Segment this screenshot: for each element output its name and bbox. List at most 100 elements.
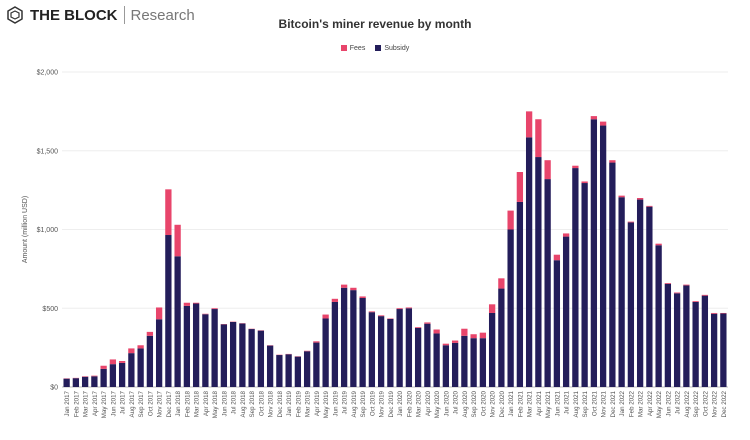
x-tick-label: Jul 2022: [675, 390, 682, 414]
bar-fees: [609, 160, 616, 163]
bar-subsidy: [387, 318, 394, 387]
bar-subsidy: [414, 327, 422, 387]
bar-fees: [350, 287, 357, 291]
legend-item-fees[interactable]: Fees: [340, 45, 365, 52]
bar-subsidy: [461, 335, 468, 387]
bar-subsidy: [618, 197, 625, 387]
bar-fees: [618, 195, 625, 198]
bar-subsidy: [276, 355, 283, 387]
bar-subsidy: [377, 316, 385, 387]
bar-fees: [692, 301, 699, 302]
bar-subsidy: [433, 333, 440, 387]
bar-subsidy: [470, 338, 477, 387]
bar-subsidy: [683, 285, 690, 387]
x-tick-label: Jul 2017: [120, 390, 127, 414]
brand-name: THE BLOCK: [30, 6, 118, 24]
bar-subsidy: [405, 308, 413, 387]
bar-fees: [599, 121, 607, 126]
x-tick-label: Oct 2020: [480, 390, 487, 416]
bar-fees: [470, 334, 477, 339]
bar-subsidy: [720, 313, 727, 387]
x-tick-label: Oct 2017: [147, 390, 154, 416]
bar-fees: [414, 327, 422, 328]
x-tick-label: Jun 2018: [221, 390, 228, 416]
x-tick-label: Jan 2019: [286, 390, 293, 416]
x-tick-label: Jan 2022: [619, 390, 626, 416]
bar-subsidy: [710, 313, 718, 387]
x-tick-label: Feb 2020: [406, 390, 413, 417]
bar-fees: [553, 254, 561, 261]
bar-fees: [165, 189, 172, 236]
x-tick-label: Apr 2021: [536, 390, 543, 416]
bar-subsidy: [146, 335, 154, 387]
bar-fees: [359, 296, 366, 299]
x-tick-label: Nov 2019: [379, 390, 386, 417]
x-tick-label: Jul 2020: [453, 390, 460, 414]
x-tick-label: Jul 2018: [231, 390, 238, 414]
x-tick-label: Oct 2021: [591, 390, 598, 416]
bar-subsidy: [128, 353, 135, 387]
logo-divider: [123, 6, 125, 24]
x-tick-label: Jun 2020: [443, 390, 450, 416]
bar-subsidy: [516, 201, 524, 387]
x-tick-label: Dec 2017: [166, 390, 173, 417]
bar-subsidy: [442, 345, 450, 387]
legend-item-subsidy[interactable]: Subsidy: [375, 45, 409, 52]
bar-fees: [100, 365, 107, 369]
bar-subsidy: [599, 125, 607, 388]
bar-fees: [701, 294, 709, 296]
x-tick-label: Mar 2020: [416, 390, 423, 417]
y-axis-label: Amount (million USD): [22, 196, 29, 263]
bar-fees: [498, 278, 505, 289]
x-tick-label: Oct 2018: [258, 390, 265, 416]
bar-fees: [590, 116, 598, 120]
x-tick-label: Aug 2018: [240, 390, 247, 417]
bar-fees: [479, 332, 487, 339]
bar-subsidy: [646, 206, 653, 387]
bar-subsidy: [636, 199, 644, 387]
bar-subsidy: [331, 301, 339, 387]
x-tick-label: Apr 2019: [314, 390, 321, 416]
bar-fees: [433, 329, 440, 334]
bar-subsidy: [655, 245, 662, 387]
bar-subsidy: [424, 323, 431, 387]
bar-subsidy: [91, 376, 98, 387]
bar-subsidy: [81, 376, 89, 387]
bar-subsidy: [257, 330, 265, 387]
x-tick-label: Aug 2020: [462, 390, 469, 417]
bar-subsidy: [692, 301, 699, 387]
x-tick-label: Aug 2017: [129, 390, 136, 417]
x-tick-label: Oct 2022: [702, 390, 709, 416]
bar-fees: [451, 340, 459, 343]
bar-fees: [525, 111, 533, 138]
bar-subsidy: [562, 236, 570, 387]
bar-subsidy: [664, 283, 672, 387]
x-tick-label: Feb 2022: [628, 390, 635, 417]
bar-subsidy: [340, 287, 348, 387]
x-tick-label: Apr 2018: [203, 390, 210, 416]
bar-fees: [683, 284, 690, 286]
x-tick-label: Nov 2018: [268, 390, 275, 417]
x-tick-label: Dec 2021: [610, 390, 617, 417]
bar-subsidy: [553, 260, 561, 387]
bar-subsidy: [183, 305, 191, 387]
x-tick-label: Jan 2021: [508, 390, 515, 416]
x-tick-label: Mar 2017: [83, 390, 90, 417]
bar-subsidy: [544, 179, 551, 387]
legend-swatch-subsidy: [375, 45, 382, 52]
x-tick-label: May 2022: [656, 390, 663, 418]
bar-subsidy: [609, 162, 616, 387]
bar-subsidy: [322, 318, 329, 387]
bar-subsidy: [396, 309, 403, 387]
bar-subsidy: [350, 290, 357, 387]
x-tick-label: Dec 2018: [277, 390, 284, 417]
bar-subsidy: [627, 222, 635, 387]
bar-subsidy: [498, 288, 505, 387]
x-tick-label: Feb 2017: [73, 390, 80, 417]
bar-subsidy: [572, 168, 579, 387]
bar-fees: [377, 315, 385, 317]
bar-fees: [211, 308, 218, 310]
bar-fees: [109, 359, 117, 365]
bar-subsidy: [220, 324, 228, 387]
bar-fees: [405, 307, 413, 309]
